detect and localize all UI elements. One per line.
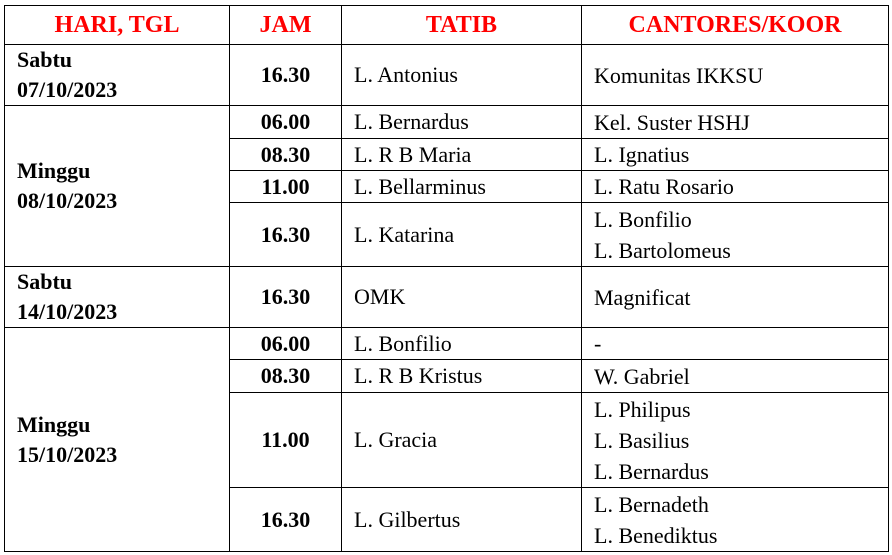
tatib-cell: L. R B Maria	[341, 138, 582, 171]
choir-name: L. Bonfilio	[594, 206, 692, 232]
cantores-cell: Komunitas IKKSU	[581, 44, 889, 106]
table-row: 08.30 L. R B Kristus W. Gabriel	[5, 359, 889, 393]
day-label: Sabtu	[17, 47, 73, 72]
date-label: 15/10/2023	[17, 441, 118, 467]
time-cell: 06.00	[229, 327, 342, 360]
choir-name: L. Bartolomeus	[594, 237, 731, 263]
cantores-cell: -	[581, 327, 889, 360]
choir-name: L. Basilius	[594, 427, 690, 453]
time-cell: 16.30	[229, 487, 342, 552]
header-tatib: TATIB	[341, 5, 582, 45]
day-date-cell: Sabtu 14/10/2023	[4, 266, 230, 328]
day-label: Minggu	[17, 411, 91, 437]
tatib-cell: L. Bellarminus	[341, 170, 582, 203]
table-row: Minggu 08/10/2023 06.00 L. Bernardus Kel. Su…	[4, 105, 889, 267]
tatib-cell: OMK	[341, 266, 582, 328]
time-cell: 11.00	[229, 170, 342, 203]
table-row: Minggu 15/10/2023 06.00 L. Bonfilio -	[4, 327, 889, 552]
tatib-cell: L. Antonius	[341, 44, 582, 106]
date-label: 07/10/2023	[17, 77, 118, 102]
cantores-cell: L. Bonfilio L. Bartolomeus	[581, 202, 889, 267]
day-date-cell: Minggu 15/10/2023	[4, 327, 230, 552]
schedule-body: Sabtu 07/10/2023 16.30 L. Antonius Komunitas…	[4, 44, 889, 552]
time-cell: 06.00	[229, 105, 342, 139]
time-cell: 16.30	[229, 44, 342, 106]
table-row: 11.00 L. Gracia L. Philipus L. Basilius L. B…	[5, 392, 889, 488]
cantores-cell: L. Bernadeth L. Benediktus	[581, 487, 889, 552]
time-cell: 16.30	[229, 202, 342, 267]
time-cell: 11.00	[229, 392, 342, 488]
day-date-cell: Minggu 08/10/2023	[4, 105, 230, 267]
tatib-cell: L. Katarina	[341, 202, 582, 267]
table-row: 16.30 L. Gilbertus L. Bernadeth L. Benedikt…	[5, 487, 889, 552]
cantores-cell: L. Philipus L. Basilius L. Bernardus	[581, 392, 889, 488]
choir-name: L. Benediktus	[594, 522, 718, 548]
tatib-cell: L. Bonfilio	[341, 327, 582, 360]
schedule-table: HARI, TGL JAM TATIB CANTORES/KOOR Sabtu 0…	[4, 5, 889, 552]
time-cell: 08.30	[229, 138, 342, 171]
header-jam: JAM	[229, 5, 342, 45]
header-row: HARI, TGL JAM TATIB CANTORES/KOOR	[4, 5, 889, 45]
cantores-cell: Magnificat	[581, 266, 889, 328]
cantores-cell: L. Ratu Rosario	[581, 170, 889, 203]
choir-name: Magnificat	[594, 284, 691, 310]
choir-name: W. Gabriel	[594, 363, 690, 389]
date-label: 14/10/2023	[17, 299, 118, 324]
tatib-cell: L. Gilbertus	[341, 487, 582, 552]
date-label: 08/10/2023	[17, 188, 118, 213]
choir-name: L. Ratu Rosario	[594, 174, 734, 199]
day-date-cell: Sabtu 07/10/2023	[4, 44, 230, 106]
time-cell: 08.30	[229, 359, 342, 393]
choir-name: Komunitas IKKSU	[594, 62, 764, 88]
tatib-cell: L. Bernardus	[341, 105, 582, 139]
choir-name: L. Ignatius	[594, 142, 690, 167]
choir-name: L. Bernardus	[594, 458, 709, 484]
header-cantores: CANTORES/KOOR	[581, 5, 889, 45]
time-cell: 16.30	[229, 266, 342, 328]
table-row: 16.30 L. Katarina L. Bonfilio L. Bartolomeu…	[5, 202, 889, 267]
choir-name: L. Philipus	[594, 396, 691, 422]
day-label: Sabtu	[17, 269, 73, 294]
cantores-cell: Kel. Suster HSHJ	[581, 105, 889, 139]
header-hari-tgl: HARI, TGL	[4, 5, 230, 45]
choir-name: Kel. Suster HSHJ	[594, 109, 750, 135]
tatib-cell: L. Gracia	[341, 392, 582, 488]
day-label: Minggu	[17, 158, 91, 183]
choir-name: L. Bernadeth	[594, 491, 709, 517]
cantores-cell: L. Ignatius	[581, 138, 889, 171]
table-row: 08.30 L. R B Maria L. Ignatius	[5, 138, 889, 171]
cantores-cell: W. Gabriel	[581, 359, 889, 393]
choir-name: -	[594, 331, 602, 356]
table-row: Sabtu 14/10/2023 16.30 OMK Magnificat	[4, 266, 889, 328]
table-row: Sabtu 07/10/2023 16.30 L. Antonius Komunitas…	[4, 44, 889, 106]
tatib-cell: L. R B Kristus	[341, 359, 582, 393]
